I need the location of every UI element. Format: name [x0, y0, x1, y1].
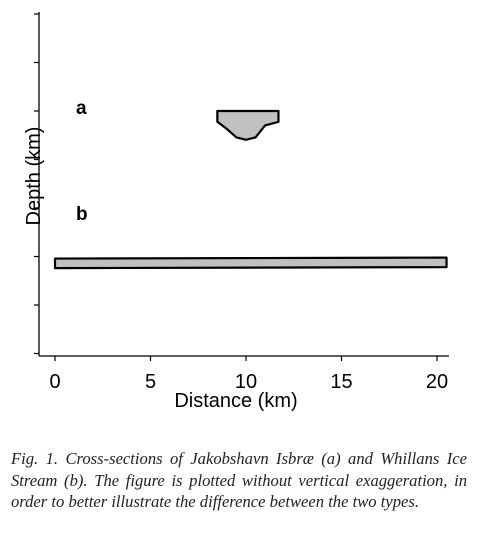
figure-caption: Fig. 1. Cross-sections of Jakobshavn Isb…: [11, 449, 467, 511]
panel-label-b: b: [76, 204, 88, 225]
whillans-cross-section: [53, 256, 448, 270]
cross-section-figure: 0 5 10 15 20 a b Distance (km) Depth (km): [23, 12, 449, 412]
y-axis-ticks: [34, 13, 39, 355]
x-tick-label: 20: [426, 371, 448, 393]
jakobshavn-cross-section: [216, 109, 280, 141]
x-axis-title: Distance (km): [174, 390, 297, 412]
x-tick-label: 10: [235, 371, 257, 393]
x-tick-label: 0: [49, 371, 60, 393]
x-axis-ticks: 0 5 10 15 20: [49, 356, 448, 393]
y-axis-title: Depth (km): [23, 127, 45, 226]
x-tick-label: 5: [145, 371, 156, 393]
panel-label-a: a: [76, 98, 87, 119]
x-tick-label: 15: [330, 371, 352, 393]
